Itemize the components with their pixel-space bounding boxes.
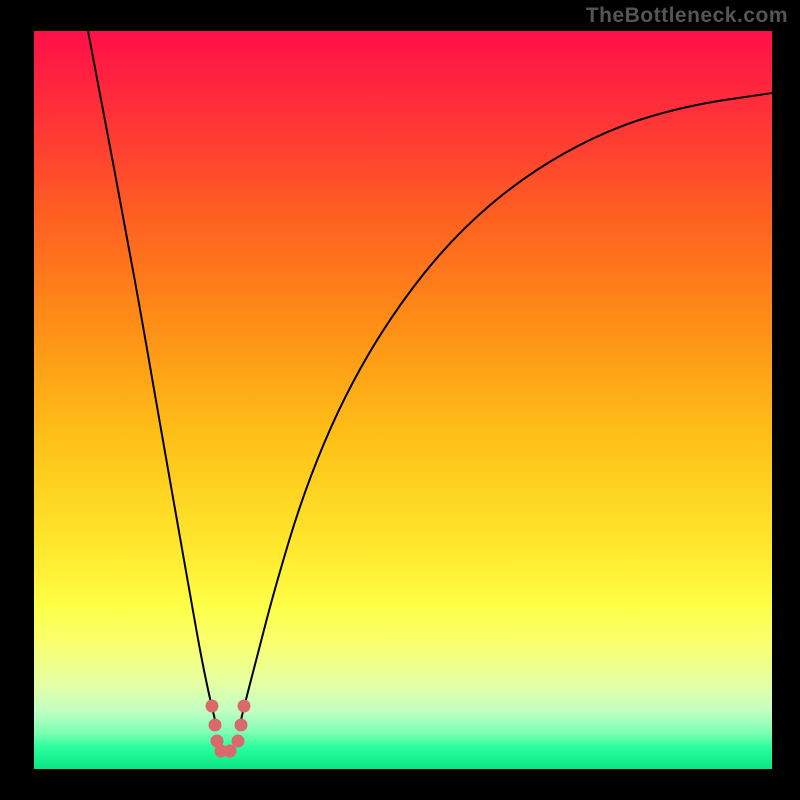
valley-marker <box>238 700 251 713</box>
plot-svg <box>34 31 772 769</box>
figure-container: { "watermark": { "text": "TheBottleneck.… <box>0 0 800 800</box>
valley-marker <box>235 719 248 732</box>
gradient-background <box>34 31 772 769</box>
watermark-text: TheBottleneck.com <box>586 4 788 28</box>
valley-marker <box>206 700 219 713</box>
valley-marker <box>209 719 222 732</box>
plot-area <box>34 31 772 769</box>
valley-marker <box>232 735 245 748</box>
